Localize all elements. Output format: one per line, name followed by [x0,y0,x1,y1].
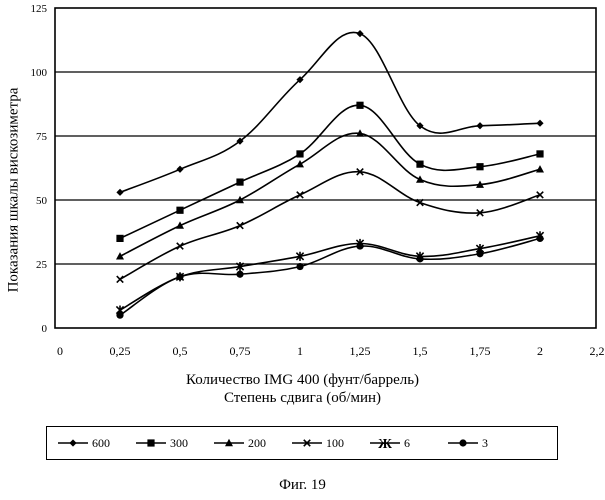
x-tick-label: 1 [297,344,303,358]
y-tick-label: 25 [36,259,48,271]
data-point [356,168,364,176]
legend-label: 6 [404,436,410,450]
data-point [416,122,424,130]
series-line-200 [119,132,541,258]
x-tick-label: 2,25 [590,344,605,358]
data-point [416,160,424,168]
figure-caption: Фиг. 19 [279,477,326,493]
data-point [303,439,311,447]
data-point [296,150,304,158]
legend [46,426,558,460]
data-point [176,221,184,229]
gridlines [55,71,596,265]
legend-label: 3 [482,436,488,450]
data-point [236,221,244,230]
data-point [176,165,184,173]
data-point [236,270,244,278]
data-point [296,76,304,84]
data-point [416,198,424,207]
data-point [536,234,544,242]
y-tick-label: 50 [36,195,48,207]
y-tick-label: 125 [31,3,48,15]
data-point [116,188,124,196]
x-tick-label: 0,75 [230,344,251,358]
x-tick-label: 2 [537,344,543,358]
data-point [225,438,233,447]
series-lines [119,31,541,316]
x-tick-labels: 0 0,25 0,5 0,75 1 1,25 1,5 1,75 2 2,25 [57,344,605,358]
x-tick-label: 1,5 [413,344,428,358]
legend-entries: 600 300 200 100 Ж 6 3 [58,436,488,452]
x-axis-subtitle: Степень сдвига (об/мин) [223,390,382,406]
data-point [236,178,244,186]
data-point [176,206,184,214]
data-point [69,439,77,447]
x-tick-label: 1,25 [350,344,371,358]
data-point [459,439,467,447]
data-point [476,208,484,217]
data-point [356,101,364,109]
legend-label: 300 [170,436,188,450]
x-tick-label: 0,5 [173,344,188,358]
data-point [176,242,184,250]
y-tick-label: 0 [42,323,48,335]
x-tick-label: 1,75 [470,344,491,358]
data-point [236,195,244,204]
data-point [116,234,124,242]
series-line-600 [119,31,541,194]
y-tick-labels: 0 25 50 75 100 125 [31,3,48,335]
legend-label: 100 [326,436,344,450]
data-point [236,137,244,145]
series-line-300 [119,104,541,240]
data-point [176,273,184,281]
y-tick-label: 100 [31,67,48,79]
y-tick-label: 75 [36,131,48,143]
data-point [296,262,304,271]
data-point [476,250,484,258]
series-line-100 [119,170,541,281]
legend-marker: Ж [378,437,392,452]
data-point [116,275,124,284]
y-axis-title: Показания шкалы вискозиметра [5,87,22,293]
data-point [536,165,544,173]
data-point [476,163,484,171]
data-point [295,251,305,261]
data-point [416,175,424,183]
data-point [116,311,124,319]
series-markers [115,30,545,319]
data-point [235,261,245,272]
data-point [476,122,484,130]
legend-label: 600 [92,436,110,450]
data-point [536,150,544,158]
data-point [356,129,364,137]
data-point [536,119,544,127]
data-point [147,439,155,447]
data-point [296,191,304,199]
data-point [116,252,124,260]
data-point [536,191,544,199]
legend-label: 200 [248,436,266,450]
data-point [356,30,364,38]
data-point [356,242,364,250]
x-tick-label: 0 [57,344,63,358]
data-point [416,255,424,263]
data-point [296,159,304,168]
x-tick-label: 0,25 [110,344,131,358]
plot-frame [54,7,597,329]
x-axis-title: Количество IMG 400 (фунт/баррель) [185,372,420,388]
data-point [476,180,484,188]
